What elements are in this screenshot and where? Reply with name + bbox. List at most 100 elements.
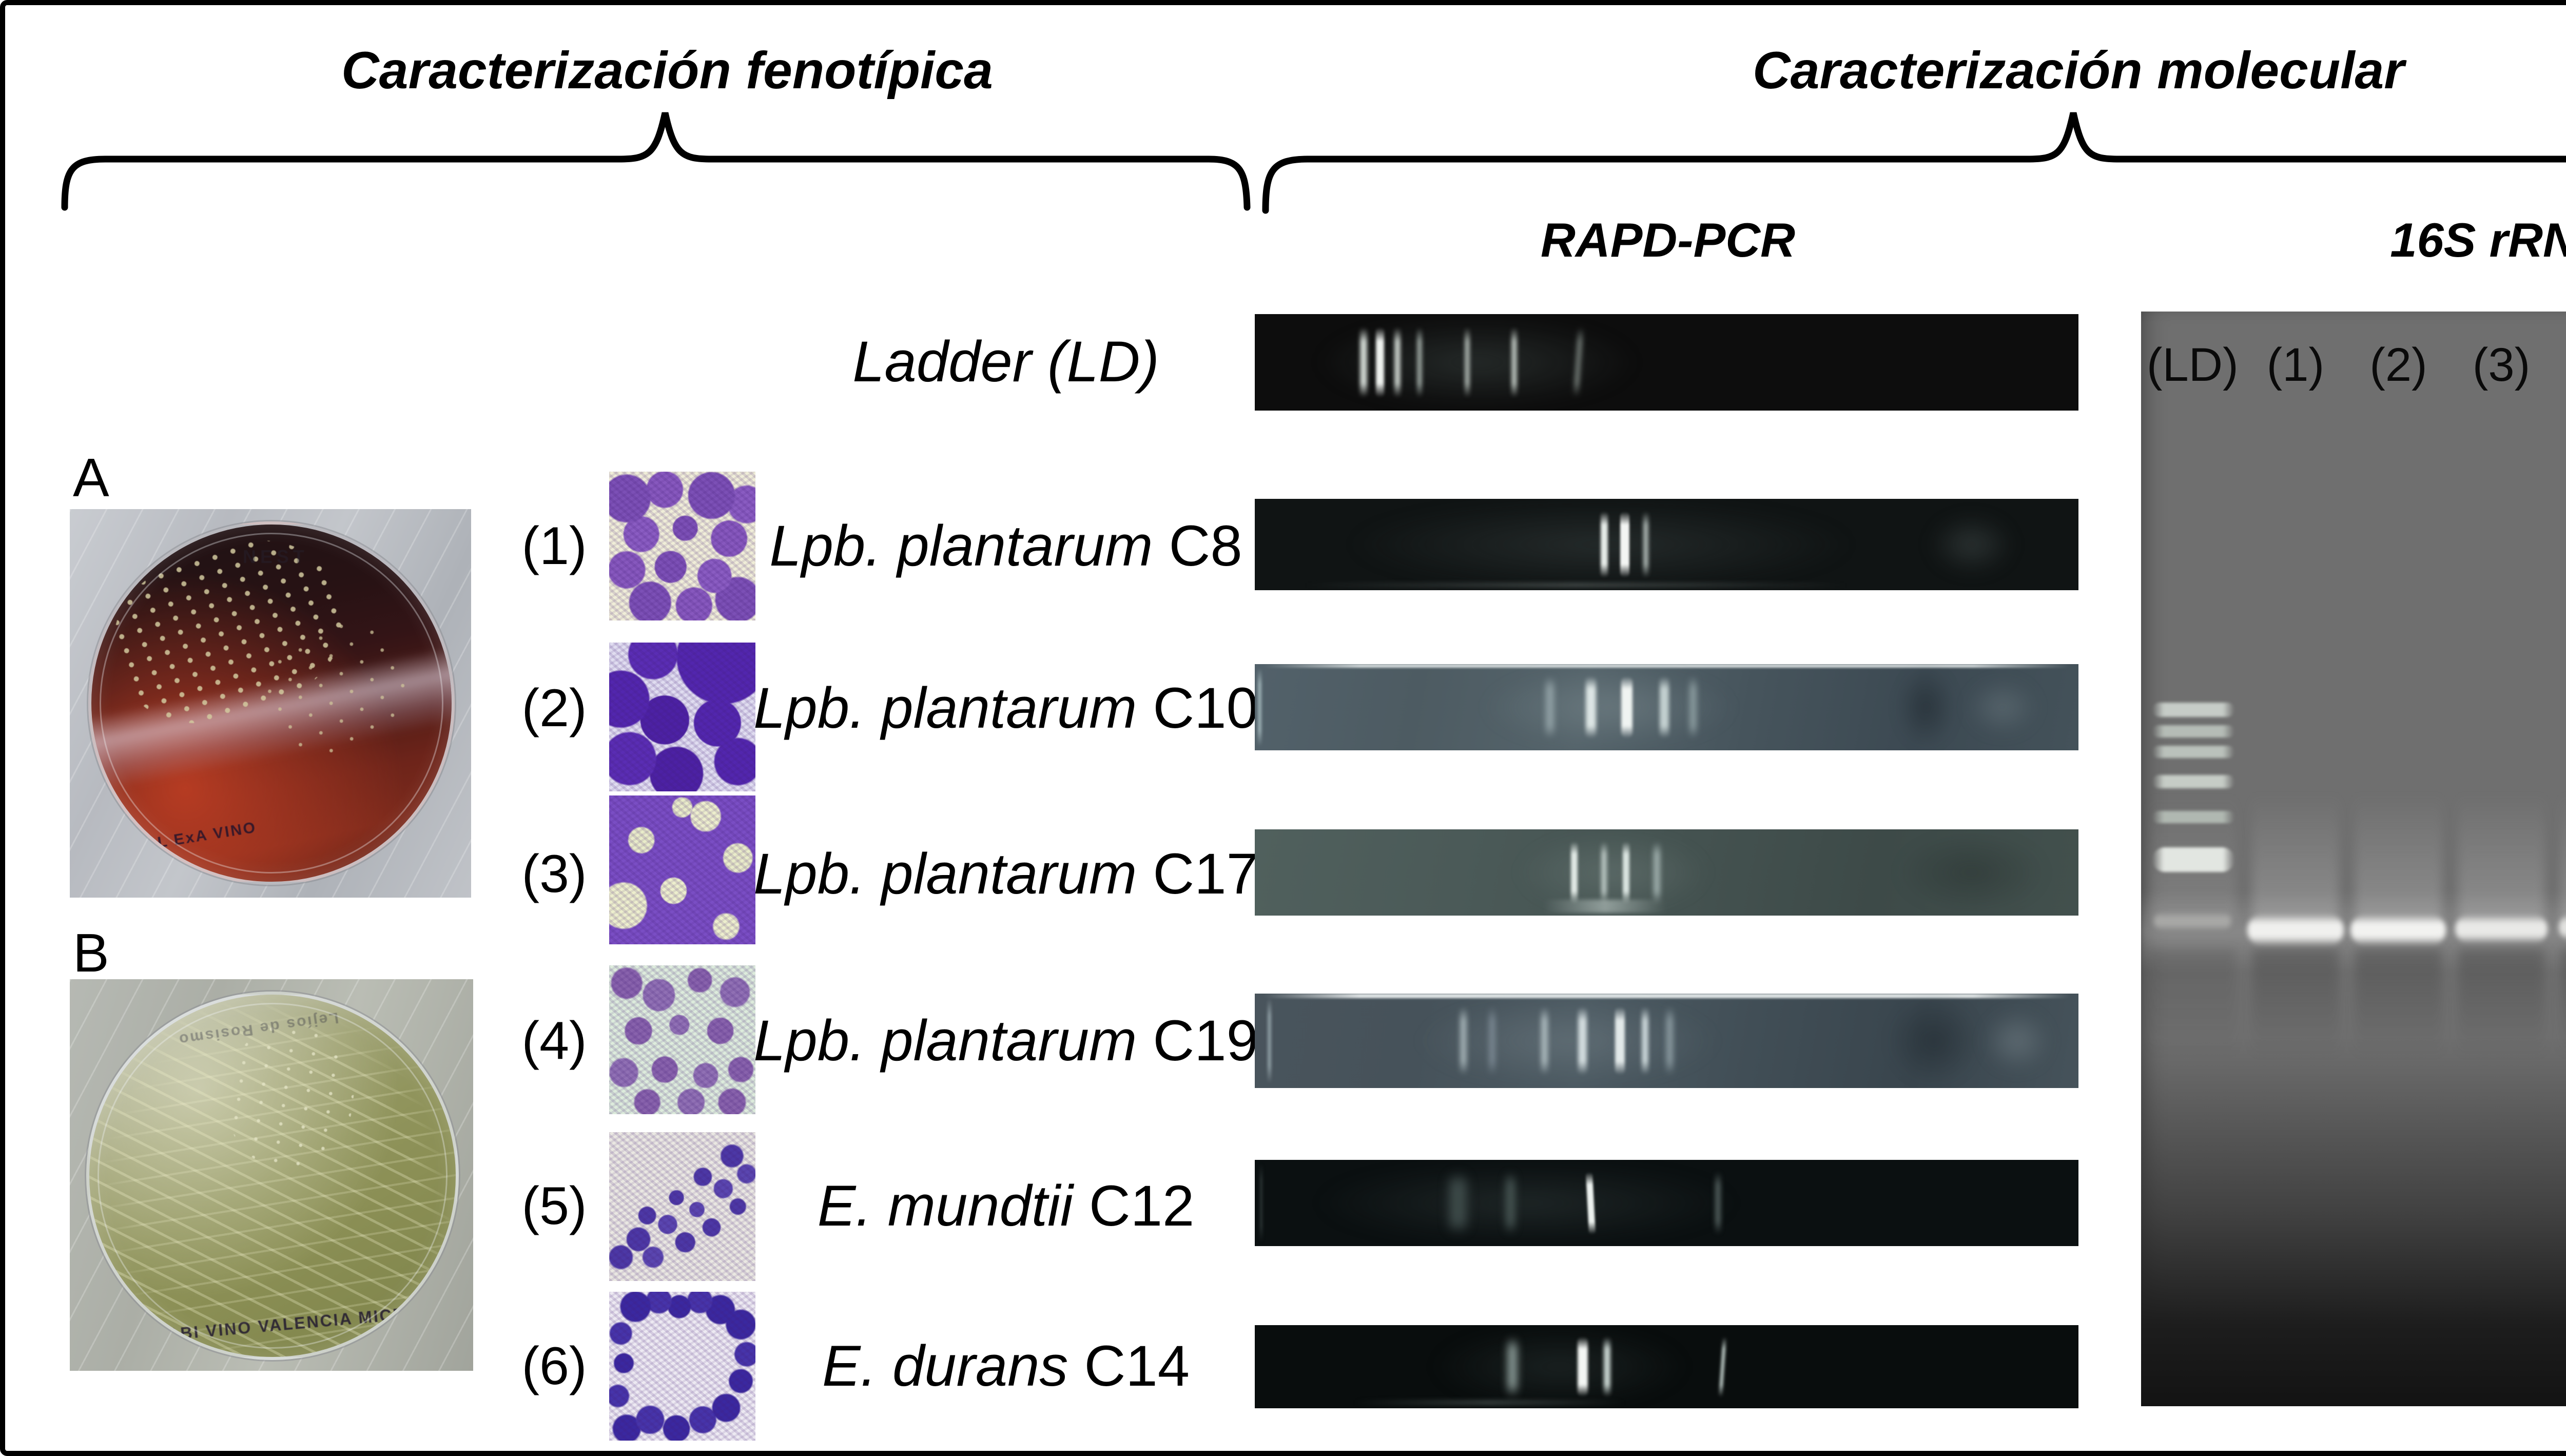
gel-glow <box>1320 318 1634 407</box>
gel-band <box>1620 511 1629 578</box>
rrna-16s-header: 16S rRNA <box>2390 213 2566 267</box>
molecular-section-title: Caracterización molecular <box>1753 41 2404 100</box>
row-label-c8: Lpb. plantarum C8 <box>744 514 1268 578</box>
rrna-16s-gel: (LD) (1) (2) (3) (4) (5) (6) <box>2141 312 2566 1406</box>
strain-code: C14 <box>1068 1334 1190 1398</box>
gel-band <box>1375 327 1384 397</box>
lane-label-1: (1) <box>2266 339 2325 391</box>
gel-glow <box>1518 832 1708 913</box>
lane-smear-above <box>2355 794 2442 922</box>
gel-band <box>1465 327 1470 397</box>
row-number-1: (1) <box>521 516 587 576</box>
colony-streaks-2 <box>244 595 436 776</box>
gel-dark <box>1897 667 1955 747</box>
gel-glow <box>1436 1328 1683 1405</box>
species-name: Lpb. plantarum <box>753 676 1137 740</box>
row-label-c19: Lpb. plantarum C19 <box>744 1009 1268 1073</box>
gel-blob <box>1930 515 2013 574</box>
micrograph-1 <box>609 472 755 620</box>
product-band-lane-3 <box>2455 914 2548 944</box>
gel-band <box>1545 676 1554 739</box>
gel-band <box>1541 1006 1548 1075</box>
gel-smear <box>1304 583 1848 588</box>
ladder-band <box>2152 746 2234 758</box>
gel-band <box>1642 1006 1649 1075</box>
gel-band <box>1260 1164 1263 1242</box>
gel-topline <box>1263 664 2070 668</box>
rapd-strip-ladder <box>1255 314 2078 411</box>
species-name: Lpb. plantarum <box>753 842 1137 906</box>
strain-code: C10 <box>1137 676 1258 740</box>
gel-band <box>1489 1006 1494 1075</box>
rapd-strip-c17 <box>1255 829 2078 916</box>
micrograph-6 <box>609 1292 755 1441</box>
lane-label-4: (4) <box>2553 338 2566 392</box>
gel-band <box>1571 841 1578 904</box>
petri-dish-a: NEST A3L ExA VINO <box>88 521 455 885</box>
plate-a-label: A <box>73 448 109 508</box>
gel-band <box>1506 1172 1514 1234</box>
ladder-band <box>2152 775 2234 788</box>
gel-band <box>1585 676 1596 739</box>
gel-band <box>1659 676 1669 739</box>
gel-dark <box>1889 997 1980 1084</box>
row-label-c17: Lpb. plantarum C17 <box>744 842 1268 906</box>
lane-smear-above <box>2252 794 2339 922</box>
gel-band <box>1578 1006 1587 1075</box>
rapd-strip-c10 <box>1255 664 2078 750</box>
strain-code: C17 <box>1137 842 1258 906</box>
strain-code: C19 <box>1137 1008 1258 1073</box>
gel-band <box>1577 1336 1588 1397</box>
gel-band <box>1508 1336 1518 1397</box>
row-number-6: (6) <box>521 1336 587 1396</box>
lane-label-3: (3) <box>2472 339 2531 391</box>
gel-glow <box>1420 997 1716 1084</box>
micrograph-2 <box>609 643 755 791</box>
rapd-strip-c14 <box>1255 1325 2078 1408</box>
bracket-decoration <box>61 112 2566 214</box>
row-label-c10: Lpb. plantarum C10 <box>744 676 1268 740</box>
gel-band <box>1667 1006 1673 1075</box>
gel-band <box>1643 511 1649 578</box>
lane-smear-above <box>2458 794 2545 922</box>
gel-band <box>1268 998 1272 1083</box>
condensation-band <box>91 644 452 797</box>
micrograph-5 <box>609 1132 755 1281</box>
rapd-strip-c8 <box>1255 499 2078 590</box>
row-number-2: (2) <box>521 678 587 738</box>
product-band-lane-2 <box>2350 914 2446 946</box>
gel-lane-labels: (LD) (1) (2) (3) (4) (5) (6) <box>2141 338 2566 392</box>
ladder-band <box>2152 847 2234 872</box>
petri-dish-b: Lejíos de Rosismo IE+A ABI VINO VALENCIA… <box>86 992 459 1360</box>
gel-band <box>1600 511 1608 578</box>
gel-band <box>1417 327 1422 397</box>
gel-band <box>1653 841 1660 904</box>
gel-band <box>1460 1006 1467 1075</box>
gel-band <box>1601 841 1607 904</box>
gel-band <box>1719 1336 1727 1397</box>
rapd-pcr-header: RAPD-PCR <box>1540 213 1796 267</box>
molecular-brace <box>1262 112 2566 214</box>
species-name: Lpb. plantarum <box>769 514 1153 578</box>
gel-band <box>1258 668 1262 746</box>
gel-blob <box>1967 680 2037 735</box>
gel-band <box>1394 327 1401 397</box>
gel-band <box>1511 327 1518 397</box>
gel-glow <box>1320 1163 1733 1243</box>
ladder-band <box>2152 725 2234 737</box>
gel-band <box>1623 841 1630 904</box>
row-label-ladder: Ladder (LD) <box>744 330 1268 394</box>
strain-code: C8 <box>1153 514 1242 578</box>
row-label-c14: E. durans C14 <box>744 1334 1268 1398</box>
gel-band <box>1359 327 1367 397</box>
product-band-lane-1 <box>2247 914 2344 946</box>
lane-smear-below <box>2561 949 2566 1057</box>
gel-blob <box>1984 1011 2050 1071</box>
petri-dish-b-photo: Lejíos de Rosismo IE+A ABI VINO VALENCIA… <box>70 979 473 1371</box>
product-band-lane-4 <box>2558 914 2566 941</box>
gel-topline <box>1263 994 2070 998</box>
colony-dots <box>219 1015 363 1177</box>
streak-lines-2 <box>89 995 456 1357</box>
gel-band <box>1715 1172 1720 1234</box>
